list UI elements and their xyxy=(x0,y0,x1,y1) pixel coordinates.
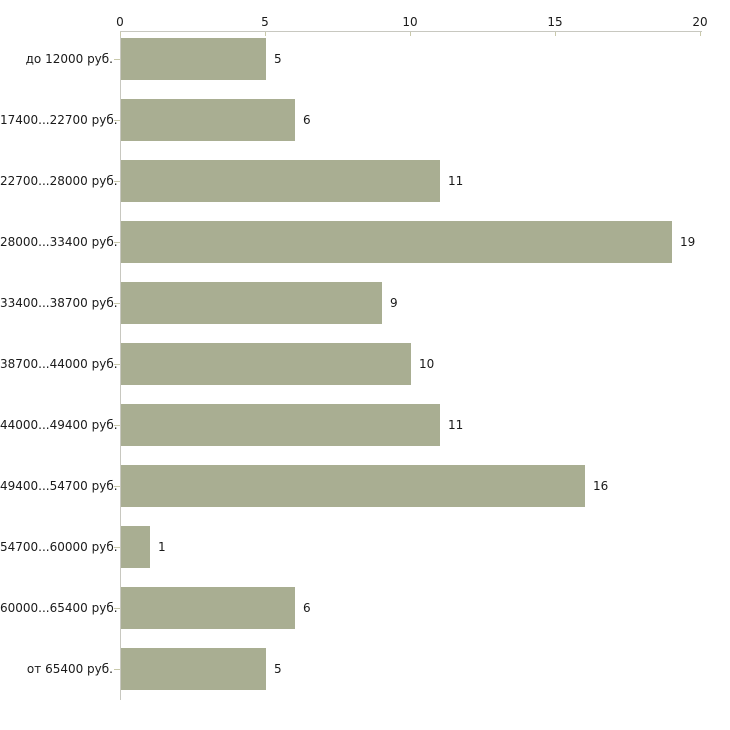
x-axis-tick-label: 5 xyxy=(261,15,269,29)
bar xyxy=(121,221,672,263)
bar-value-label: 11 xyxy=(448,418,464,432)
category-label: 17400...22700 руб. xyxy=(0,113,118,127)
bar-value-label: 16 xyxy=(593,479,609,493)
bar xyxy=(121,160,440,202)
category-tick-mark xyxy=(114,547,120,548)
bar-value-label: 9 xyxy=(390,296,398,310)
bar-value-label: 5 xyxy=(274,52,282,66)
bar xyxy=(121,526,150,568)
category-label: 33400...38700 руб. xyxy=(0,296,118,310)
category-tick-mark xyxy=(114,669,120,670)
x-axis-tick-mark xyxy=(120,32,121,36)
category-label: 44000...49400 руб. xyxy=(0,418,118,432)
bar-value-label: 5 xyxy=(274,662,282,676)
category-label: 49400...54700 руб. xyxy=(0,479,118,493)
category-tick-mark xyxy=(114,608,120,609)
x-axis-tick-mark xyxy=(555,32,556,36)
x-axis-tick-mark xyxy=(265,32,266,36)
category-tick-mark xyxy=(114,242,120,243)
bar xyxy=(121,343,411,385)
category-tick-mark xyxy=(114,486,120,487)
bar xyxy=(121,404,440,446)
bar xyxy=(121,648,266,690)
bar xyxy=(121,587,295,629)
bar-value-label: 1 xyxy=(158,540,166,554)
x-axis-line xyxy=(120,31,702,32)
category-label: до 12000 руб. xyxy=(25,52,113,66)
y-axis-line xyxy=(120,31,121,700)
category-tick-mark xyxy=(114,59,120,60)
category-label: 54700...60000 руб. xyxy=(0,540,118,554)
category-label: 38700...44000 руб. xyxy=(0,357,118,371)
x-axis-tick-mark xyxy=(700,32,701,36)
x-axis-tick-label: 15 xyxy=(547,15,563,29)
bar-value-label: 11 xyxy=(448,174,464,188)
bar xyxy=(121,38,266,80)
bar-value-label: 19 xyxy=(680,235,696,249)
category-label: от 65400 руб. xyxy=(26,662,113,676)
category-label: 60000...65400 руб. xyxy=(0,601,118,615)
bar-value-label: 10 xyxy=(419,357,435,371)
category-label: 22700...28000 руб. xyxy=(0,174,118,188)
x-axis-tick-label: 10 xyxy=(402,15,418,29)
bar xyxy=(121,282,382,324)
bar-value-label: 6 xyxy=(303,113,311,127)
x-axis-tick-label: 0 xyxy=(116,15,124,29)
x-axis-tick-mark xyxy=(410,32,411,36)
x-axis-tick-label: 20 xyxy=(692,15,708,29)
category-tick-mark xyxy=(114,181,120,182)
category-tick-mark xyxy=(114,120,120,121)
category-tick-mark xyxy=(114,425,120,426)
category-tick-mark xyxy=(114,364,120,365)
bar xyxy=(121,465,585,507)
category-tick-mark xyxy=(114,303,120,304)
category-label: 28000...33400 руб. xyxy=(0,235,118,249)
bar-value-label: 6 xyxy=(303,601,311,615)
bar xyxy=(121,99,295,141)
